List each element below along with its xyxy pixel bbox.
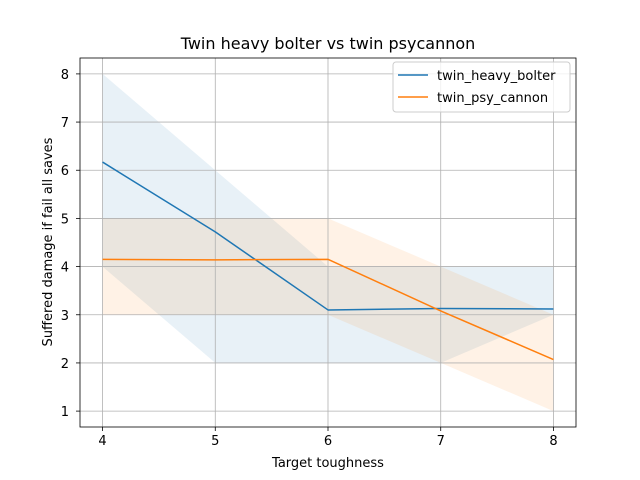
y-tick-label: 2 — [61, 357, 69, 372]
y-tick-label: 4 — [61, 261, 69, 276]
grid-lines — [80, 58, 576, 427]
legend: twin_heavy_bolter twin_psy_cannon — [392, 61, 571, 113]
y-tick-label: 8 — [61, 68, 69, 83]
y-tick-label: 7 — [61, 116, 69, 131]
series-lines — [102, 161, 554, 361]
y-tick-label: 6 — [61, 164, 69, 179]
y-tick-label: 1 — [61, 405, 69, 420]
x-axis-label: Target toughness — [271, 456, 384, 471]
x-tick-label: 5 — [211, 434, 219, 449]
x-tick-label: 8 — [549, 434, 557, 449]
legend-label-twin-psy-cannon: twin_psy_cannon — [437, 91, 548, 106]
x-axis-ticks: 4 5 6 7 8 — [98, 427, 558, 449]
legend-label-twin-heavy-bolter: twin_heavy_bolter — [437, 69, 556, 84]
x-tick-label: 7 — [437, 434, 445, 449]
chart-title: Twin heavy bolter vs twin psycannon — [180, 34, 476, 53]
x-tick-label: 6 — [324, 434, 332, 449]
y-tick-label: 5 — [61, 212, 69, 227]
x-tick-label: 4 — [98, 434, 106, 449]
y-axis-label: Suffered damage if fail all saves — [41, 137, 56, 346]
y-tick-label: 3 — [61, 309, 69, 324]
y-axis-ticks: 1 2 3 4 5 6 7 8 — [61, 68, 80, 420]
legend-box — [392, 61, 571, 113]
